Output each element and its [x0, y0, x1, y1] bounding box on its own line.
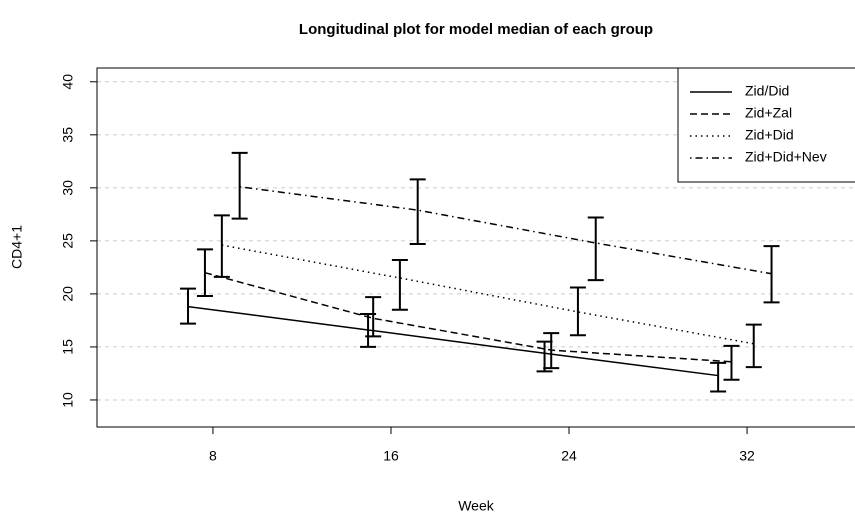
error-bar-stroke [409, 178, 426, 246]
error-bar-stroke [569, 286, 586, 337]
legend-label: Zid+Did+Nev [745, 149, 827, 165]
y-tick-label: 30 [60, 180, 76, 196]
error-bar [196, 248, 213, 298]
series-line [187, 305, 719, 377]
legend-box [677, 67, 855, 183]
x-tick-label: 24 [561, 448, 577, 464]
error-bar-stroke [543, 332, 560, 370]
error-bar-stroke [231, 151, 248, 220]
error-bar [763, 245, 780, 304]
error-bar-stroke [196, 248, 213, 298]
series-line [239, 186, 772, 275]
series-line [204, 271, 732, 363]
error-bar [569, 286, 586, 337]
y-tick-label: 10 [60, 392, 76, 408]
x-axis-label: Week [458, 498, 495, 514]
error-bar-stroke [180, 287, 197, 325]
error-bar-stroke [391, 258, 408, 311]
error-bar [745, 323, 762, 369]
y-tick-label: 25 [60, 233, 76, 249]
y-tick-label: 35 [60, 127, 76, 143]
x-tick-label: 16 [383, 448, 399, 464]
series-line [221, 244, 754, 345]
y-tick-label: 40 [60, 74, 76, 90]
y-tick-label: 20 [60, 286, 76, 302]
error-bar [180, 287, 197, 325]
error-bar [587, 216, 604, 282]
error-bar [391, 258, 408, 311]
error-bar [536, 340, 553, 373]
y-axis-label: CD4+1 [9, 225, 25, 269]
plot-frame [96, 67, 855, 428]
error-bar-stroke [213, 214, 230, 278]
error-bar [710, 361, 727, 393]
error-bar-stroke [536, 340, 553, 373]
error-bar-stroke [723, 344, 740, 381]
x-tick-label: 32 [739, 448, 755, 464]
error-bar-stroke [763, 245, 780, 304]
error-bar [409, 178, 426, 246]
error-bar [231, 151, 248, 220]
error-bar [723, 344, 740, 381]
legend-label: Zid+Did [745, 127, 794, 143]
error-bar [543, 332, 560, 370]
x-tick-label: 8 [209, 448, 217, 464]
error-bar-stroke [745, 323, 762, 369]
error-bar-stroke [587, 216, 604, 282]
legend-label: Zid/Did [745, 83, 789, 99]
error-bar-stroke [365, 296, 382, 338]
legend-label: Zid+Zal [745, 105, 792, 121]
error-bar-stroke [710, 361, 727, 393]
error-bar [213, 214, 230, 278]
chart-title: Longitudinal plot for model median of ea… [299, 21, 653, 38]
y-tick-label: 15 [60, 339, 76, 355]
error-bar [365, 296, 382, 338]
